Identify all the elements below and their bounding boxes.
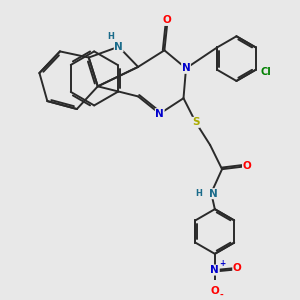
Text: -: - <box>219 291 223 300</box>
Text: O: O <box>211 286 219 296</box>
Text: N: N <box>114 42 123 52</box>
Text: N: N <box>209 189 218 199</box>
Text: Cl: Cl <box>260 67 271 76</box>
Text: H: H <box>195 189 202 198</box>
Text: +: + <box>220 259 226 268</box>
Text: O: O <box>233 263 242 273</box>
Text: N: N <box>211 265 219 275</box>
Text: N: N <box>155 109 164 119</box>
Text: O: O <box>242 161 251 171</box>
Text: S: S <box>192 117 200 128</box>
Text: N: N <box>182 63 190 73</box>
Text: H: H <box>107 32 114 41</box>
Text: O: O <box>163 15 172 26</box>
